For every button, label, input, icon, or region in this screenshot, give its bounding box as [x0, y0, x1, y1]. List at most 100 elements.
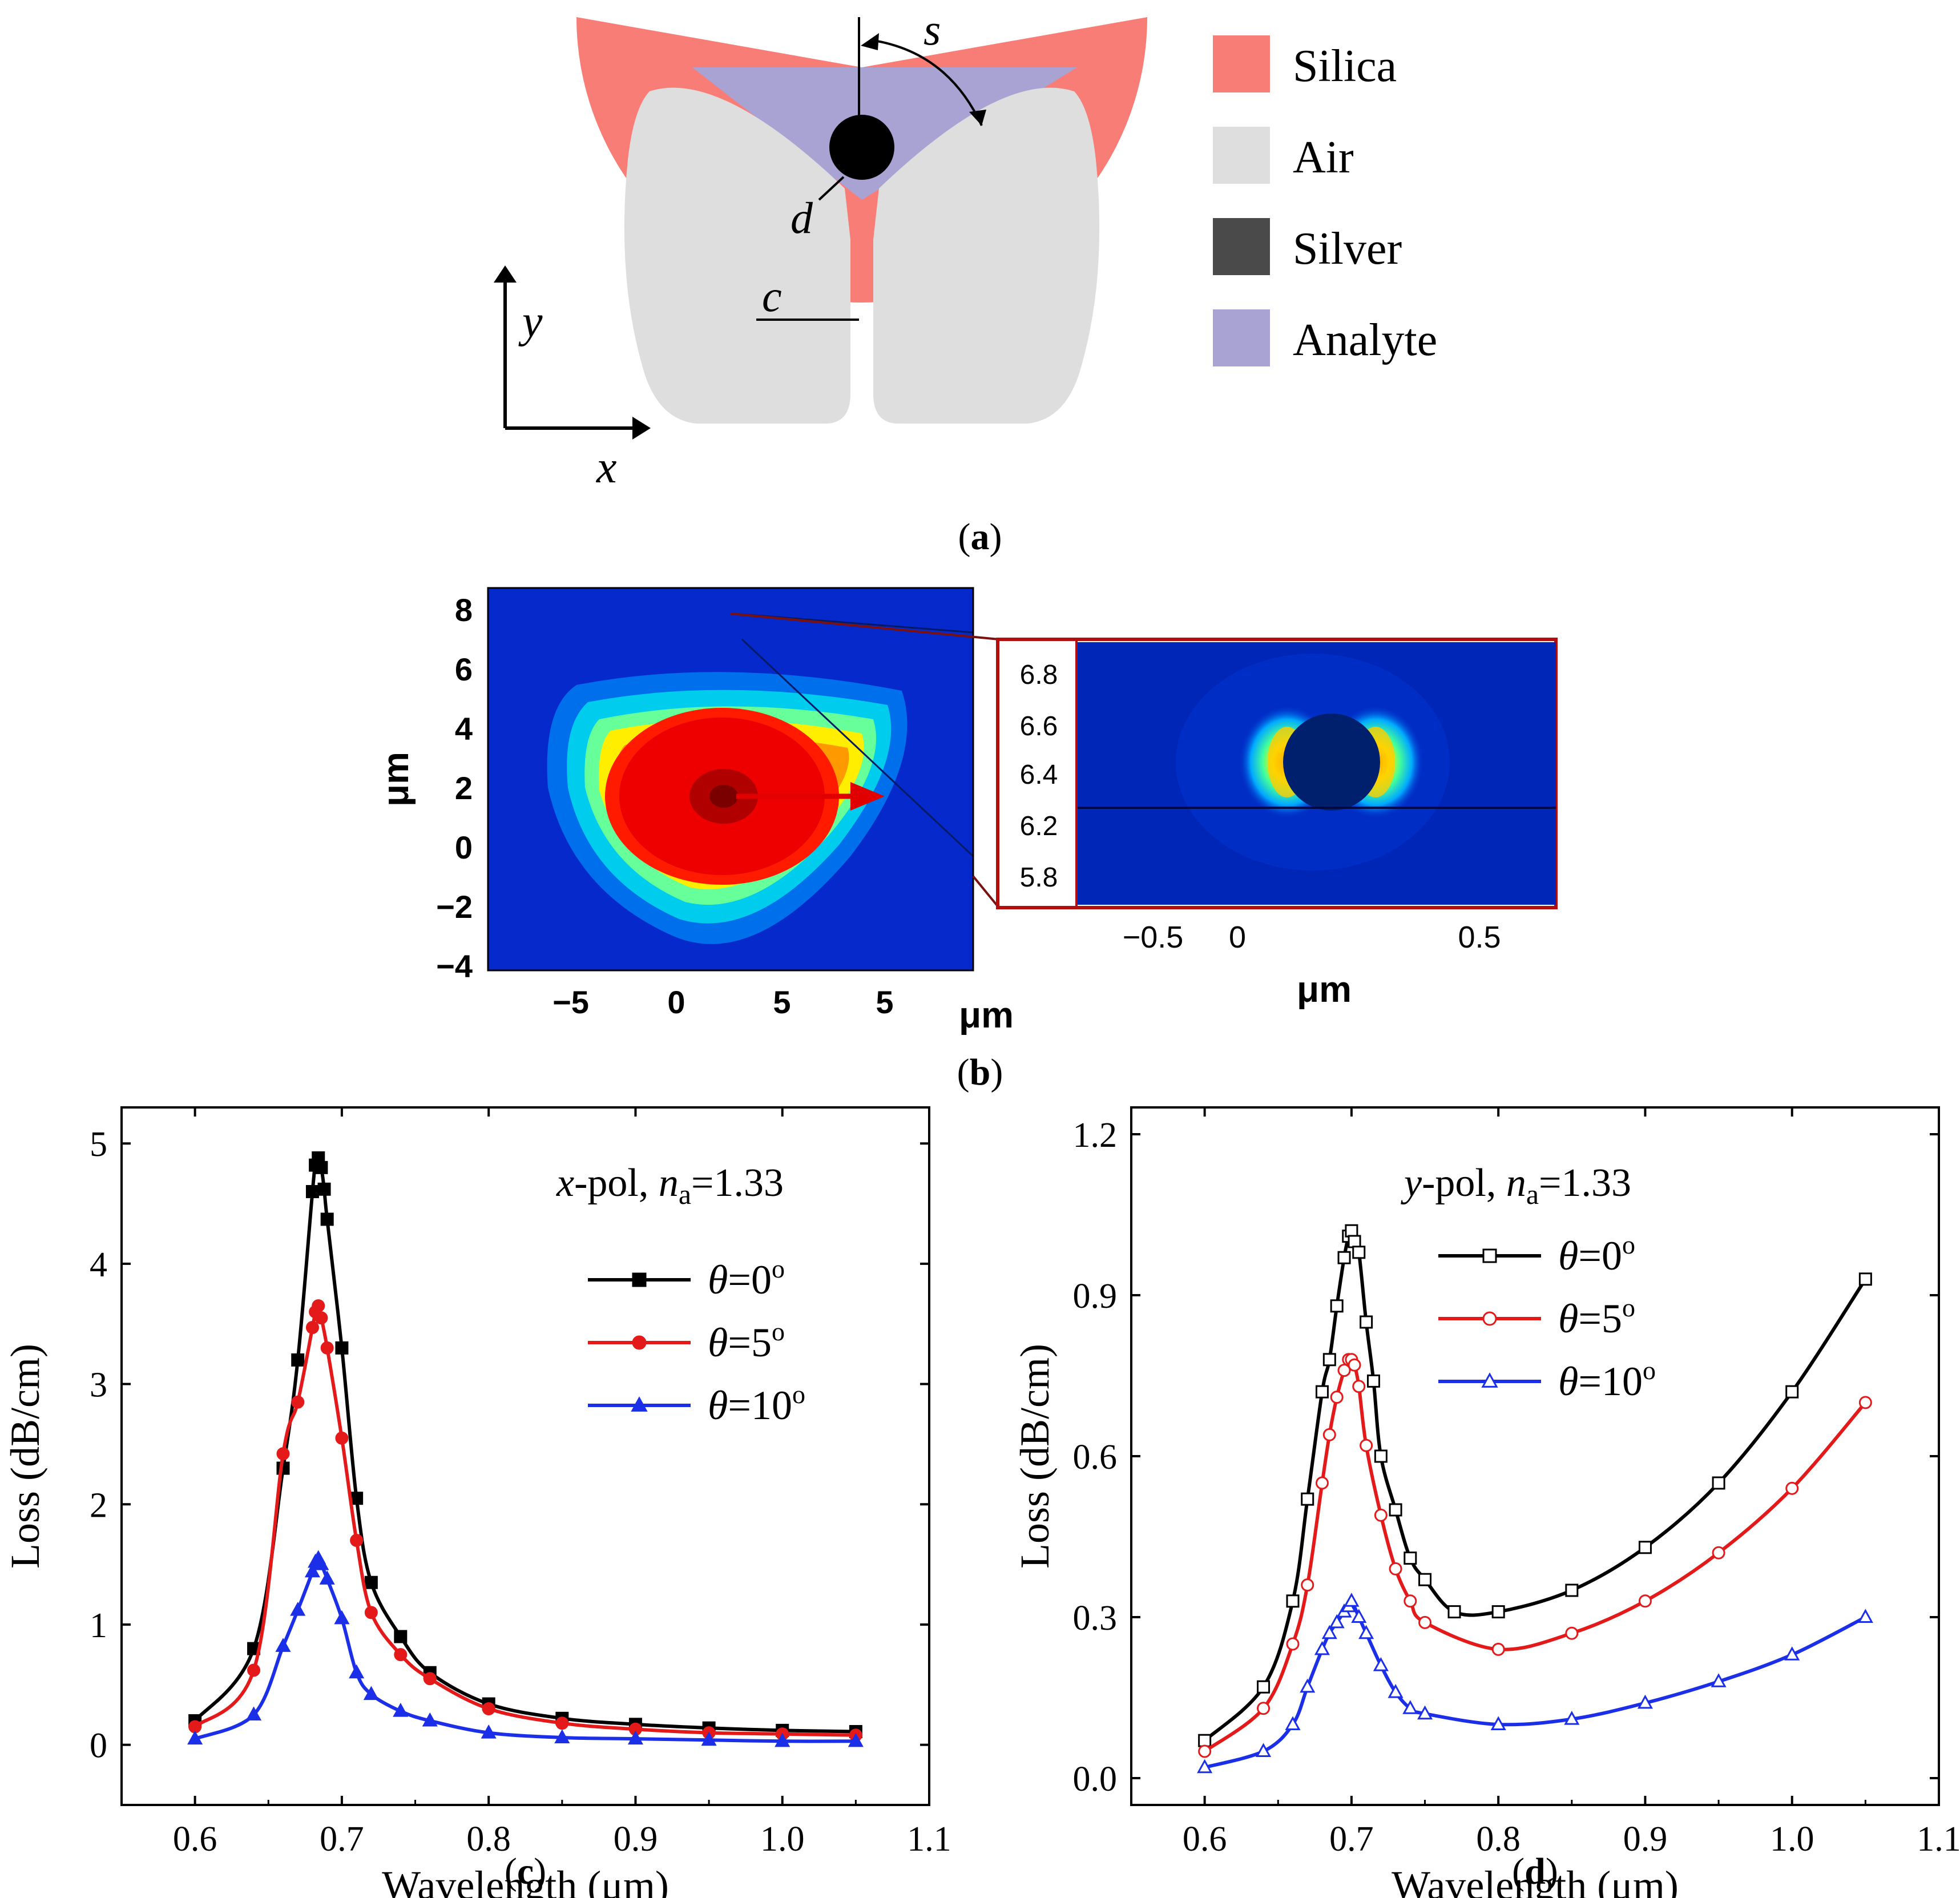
data-point [1367, 1374, 1380, 1388]
legend-theta-symbol: θ [1558, 1233, 1578, 1279]
x-tick-label: 0.9 [614, 1820, 658, 1859]
x-tick-label: 1.0 [760, 1820, 805, 1859]
x-tick-label: 0.7 [320, 1820, 364, 1859]
annotation-n: n [1506, 1161, 1526, 1205]
label-c: c [762, 271, 782, 321]
data-point [1301, 1492, 1314, 1506]
data-point [314, 1311, 328, 1325]
data-point [394, 1648, 408, 1662]
inset-y-tick-label: 6.2 [1020, 811, 1058, 841]
data-point [275, 1638, 291, 1652]
data-point [305, 1321, 319, 1335]
data-point [317, 1182, 331, 1196]
data-point [1638, 1594, 1652, 1608]
data-point [422, 1712, 438, 1727]
legend-theta-value: 0 [1602, 1233, 1622, 1279]
y-tick-label: 3 [90, 1366, 107, 1405]
legend-swatch-silver [1213, 218, 1270, 275]
legend-marker [632, 1272, 647, 1287]
inset-field-map [1076, 642, 1556, 905]
data-point [1330, 1391, 1344, 1404]
legend-label: θ=10o [708, 1380, 805, 1428]
data-point [1358, 1625, 1374, 1639]
data-point [1257, 1702, 1271, 1715]
data-point [1286, 1594, 1300, 1608]
data-point [1337, 1251, 1351, 1264]
main-field-map [488, 588, 973, 970]
data-point [423, 1672, 437, 1686]
inset-x-tick-label: −0.5 [1123, 920, 1184, 954]
main-map-x-label: μm [959, 994, 1014, 1035]
series-line [1204, 1599, 1866, 1770]
caption-a: (a) [958, 516, 1002, 558]
data-point [1404, 1552, 1417, 1565]
data-point [1351, 1609, 1367, 1623]
legend-swatch-silica [1213, 35, 1270, 92]
data-point [1404, 1594, 1417, 1608]
caption-b: (b) [957, 1051, 1003, 1093]
data-point [627, 1730, 643, 1745]
main-map-y-tick-label: −2 [436, 889, 473, 925]
inset-y-tick-label: 6.4 [1020, 760, 1058, 790]
data-point [1373, 1657, 1389, 1671]
data-point [1285, 1716, 1301, 1730]
inset-y-ticks: 6.8 6.6 6.4 6.2 5.8 [1020, 660, 1058, 893]
zoom-connector-top [730, 612, 999, 640]
data-point [305, 1184, 319, 1198]
data-point [187, 1730, 203, 1745]
chart-c-x-pol-loss: 0.6 0.7 0.8 0.9 1.0 1.1 0 1 2 3 4 5 Wavelength (μm) L… [2, 1106, 951, 1898]
data-point [313, 1556, 329, 1570]
legend-eq: = [1578, 1359, 1602, 1404]
y-tick-label: 0.0 [1073, 1760, 1118, 1799]
x-axis-label: Wavelength (μm) [382, 1863, 669, 1898]
x-tick-label: 0.9 [1623, 1820, 1668, 1859]
legend-label-silica: Silica [1293, 41, 1397, 91]
main-map-x-tick-label: −5 [552, 984, 589, 1020]
data-point [1491, 1605, 1505, 1619]
legend-entry-theta-10: θ=10o [1438, 1356, 1656, 1404]
data-point [1388, 1683, 1404, 1698]
legend-entry-theta-0: θ=0o [588, 1254, 785, 1303]
legend-eq: = [1578, 1233, 1602, 1279]
legend-degree: o [772, 1254, 785, 1283]
data-point [1564, 1710, 1580, 1725]
legend-label-analyte: Analyte [1293, 315, 1437, 365]
data-point [363, 1686, 379, 1700]
label-y-axis: y [518, 297, 543, 347]
data-point [1389, 1503, 1402, 1517]
data-point [1389, 1562, 1402, 1575]
data-point [1490, 1716, 1506, 1730]
data-point [1712, 1476, 1725, 1490]
panel-caption: (c) [505, 1851, 546, 1892]
data-point [1348, 1358, 1361, 1372]
y-tick-label: 1 [90, 1606, 107, 1645]
data-point [276, 1447, 290, 1461]
y-tick-label: 0.9 [1073, 1277, 1118, 1316]
x-tick-label: 0.7 [1329, 1820, 1374, 1859]
legend-degree: o [1622, 1230, 1635, 1259]
series-theta-0 [1198, 1224, 1872, 1747]
data-point [1417, 1705, 1433, 1720]
annotation-pol: y [1401, 1161, 1422, 1205]
legend-degree: o [792, 1380, 805, 1409]
panel-caption: (d) [1512, 1851, 1558, 1892]
main-map-y-tick-label: 2 [455, 770, 473, 806]
legend-marker [1482, 1248, 1497, 1263]
data-point [320, 1212, 334, 1226]
data-point [393, 1703, 409, 1717]
data-point [775, 1732, 791, 1747]
data-point [1256, 1743, 1272, 1757]
data-point [1565, 1626, 1579, 1640]
legend-marker [1482, 1311, 1497, 1326]
y-tick-label: 5 [90, 1125, 107, 1164]
legend-degree: o [1643, 1356, 1656, 1385]
data-point [1360, 1315, 1373, 1329]
red-arrow-head [850, 782, 885, 811]
y-tick-label: 0.3 [1073, 1599, 1118, 1638]
y-axis-arrow-head [494, 265, 517, 283]
x-tick-label: 0.8 [1476, 1820, 1521, 1859]
air-hole-right [873, 87, 1100, 424]
data-point [319, 1570, 335, 1585]
legend-label: θ=0o [708, 1254, 785, 1303]
